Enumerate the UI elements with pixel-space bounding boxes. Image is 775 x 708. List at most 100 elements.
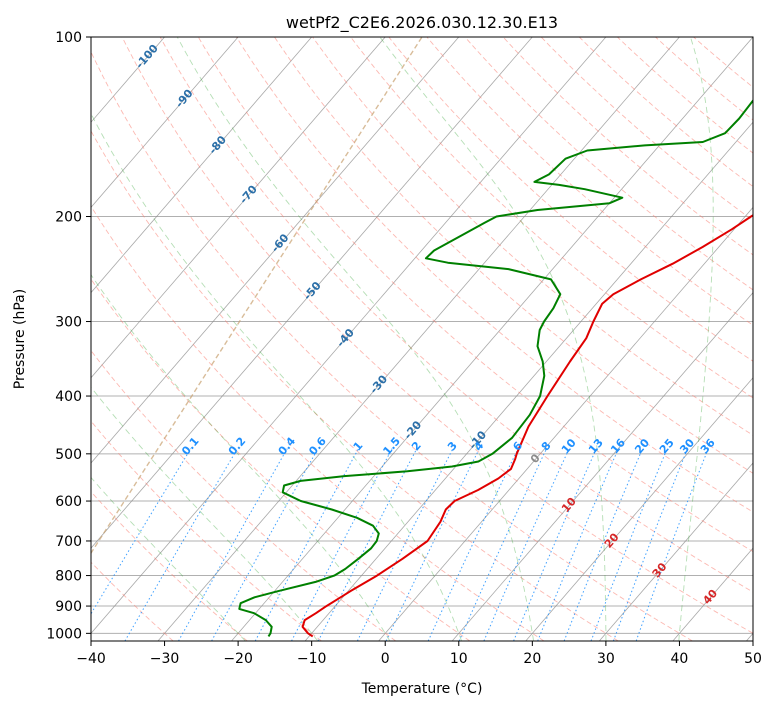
dry-adiabat-100 — [312, 37, 753, 436]
mixing-ratio-label-1: 1 — [351, 439, 366, 453]
dewpoint-line — [238, 98, 753, 637]
y-axis-label: Pressure (hPa) — [12, 289, 28, 389]
isotherm--60 — [91, 37, 460, 464]
x-tick-label: −20 — [223, 651, 253, 667]
dry-adiabat-20 — [91, 205, 545, 641]
plot-frame — [90, 36, 754, 642]
y-tick-label: 1000 — [46, 626, 82, 642]
mixing-ratio-label-20: 20 — [632, 436, 652, 456]
x-tick-label: −10 — [297, 651, 327, 667]
reference-lines — [91, 37, 753, 641]
dry-adiabat-140 — [464, 37, 753, 291]
isotherm--70 — [91, 37, 386, 379]
moist-adiabat-40 — [678, 37, 714, 641]
mixing-ratio-line-1 — [254, 448, 359, 641]
mixing-ratio-line-0.4 — [178, 448, 288, 641]
y-tick-label: 700 — [55, 534, 82, 550]
dry-adiabat-80 — [236, 37, 753, 513]
dry-adiabat-10 — [91, 278, 471, 641]
x-tick-label: −40 — [76, 651, 106, 667]
y-tick-label: 600 — [55, 494, 82, 510]
mixing-ratio-line-0.6 — [211, 448, 319, 641]
y-tick-label: 800 — [55, 569, 82, 585]
pressure-gridlines — [91, 37, 753, 634]
x-axis-label: Temperature (°C) — [361, 681, 483, 697]
moist-adiabat--10 — [91, 386, 319, 641]
mixing-ratio-line-0.2 — [124, 448, 238, 641]
mixing-ratio-label-0.6: 0.6 — [306, 434, 329, 458]
y-tick-label: 900 — [55, 599, 82, 615]
mixing-ratio-line-10 — [483, 448, 570, 641]
dry-adiabat-110 — [350, 37, 753, 399]
moist-adiabat-0 — [91, 273, 391, 641]
isotherm-10 — [451, 291, 753, 641]
dry-adiabat-180 — [617, 37, 753, 154]
line-labels: -100-90-80-70-60-50-40-30-20 -10010203040… — [133, 42, 720, 607]
dry-adiabat-90 — [274, 37, 753, 474]
y-tick-label: 300 — [55, 315, 82, 331]
x-tick-label: 50 — [744, 651, 762, 667]
isotherm-0 — [378, 206, 753, 641]
mixing-ratio-line-0.1 — [91, 448, 192, 615]
dry-adiabat-60 — [159, 37, 753, 593]
temperature-line — [301, 214, 753, 638]
sounding-profiles — [238, 98, 753, 638]
dry-adiabat-0 — [91, 349, 396, 641]
x-tick-label: 0 — [381, 651, 390, 667]
mixing-ratio-label-30: 30 — [677, 436, 697, 456]
mixing-ratio-line-4 — [385, 448, 480, 641]
moist-adiabat-20 — [176, 37, 535, 641]
isotherm-20 — [525, 377, 753, 641]
mixing-ratio-line-20 — [563, 448, 644, 641]
dry-adiabat-120 — [388, 37, 753, 362]
moist-adiabat-10 — [91, 112, 463, 641]
x-tick-label: 30 — [597, 651, 615, 667]
isotherm--10 — [304, 121, 753, 641]
y-tick-label: 400 — [55, 389, 82, 405]
mixing-ratio-line-13 — [513, 448, 597, 641]
dry-adiabat--10 — [91, 420, 322, 641]
mixing-ratio-line-6 — [427, 448, 519, 641]
isotherm--30 — [157, 37, 680, 641]
dry-adiabat-30 — [91, 130, 619, 641]
mixing-ratio-label-1.5: 1.5 — [380, 435, 403, 458]
isotherm--20 — [231, 37, 753, 641]
isotherm--90 — [91, 37, 239, 208]
mixing-ratio-label-10: 10 — [559, 436, 579, 456]
moist-adiabat--20 — [91, 476, 246, 641]
mixing-ratio-label-13: 13 — [586, 436, 606, 456]
mixing-ratio-line-3 — [356, 448, 454, 641]
axes: −40 −30 −20 −10 0 10 20 30 40 50 100 200 300 400 500 60… — [46, 30, 762, 667]
y-tick-label: 200 — [55, 210, 82, 226]
y-tick-label: 500 — [55, 447, 82, 463]
mixing-ratio-label-3: 3 — [445, 439, 460, 453]
mixing-ratio-line-8 — [458, 448, 548, 641]
mixing-ratio-label-2: 2 — [409, 439, 424, 453]
dry-adiabat-50 — [121, 37, 753, 634]
isotherm--80 — [91, 37, 312, 294]
dry-adiabat-200 — [693, 37, 753, 88]
y-tick-label: 100 — [55, 30, 82, 46]
chart-title: wetPf2_C2E6.2026.030.12.30.E13 — [286, 13, 558, 33]
dry-adiabat-190 — [655, 37, 753, 121]
isotherm-30 — [598, 462, 753, 641]
mixing-ratio-line-25 — [590, 448, 668, 641]
dry-adiabat-70 — [197, 37, 753, 553]
mixing-ratio-label-0.4: 0.4 — [276, 434, 299, 458]
x-tick-label: 40 — [671, 651, 689, 667]
x-tick-label: 20 — [523, 651, 541, 667]
mixing-ratio-line-1.5 — [291, 448, 393, 641]
moist-adiabat-30 — [379, 37, 607, 641]
mixing-ratio-label-0.1: 0.1 — [179, 435, 202, 458]
mixing-ratio-label-36: 36 — [698, 436, 718, 456]
x-tick-label: 10 — [450, 651, 468, 667]
dry-adiabat--20 — [91, 490, 248, 641]
isotherm-40 — [672, 547, 753, 641]
isotherm--40 — [91, 37, 607, 634]
mixing-ratio-label-25: 25 — [657, 436, 677, 456]
x-tick-label: −30 — [150, 651, 180, 667]
mixing-ratio-label-16: 16 — [608, 436, 628, 456]
isotherm--50 — [91, 37, 533, 549]
dry-adiabat-40 — [91, 51, 693, 641]
dry-adiabat-160 — [540, 37, 753, 222]
